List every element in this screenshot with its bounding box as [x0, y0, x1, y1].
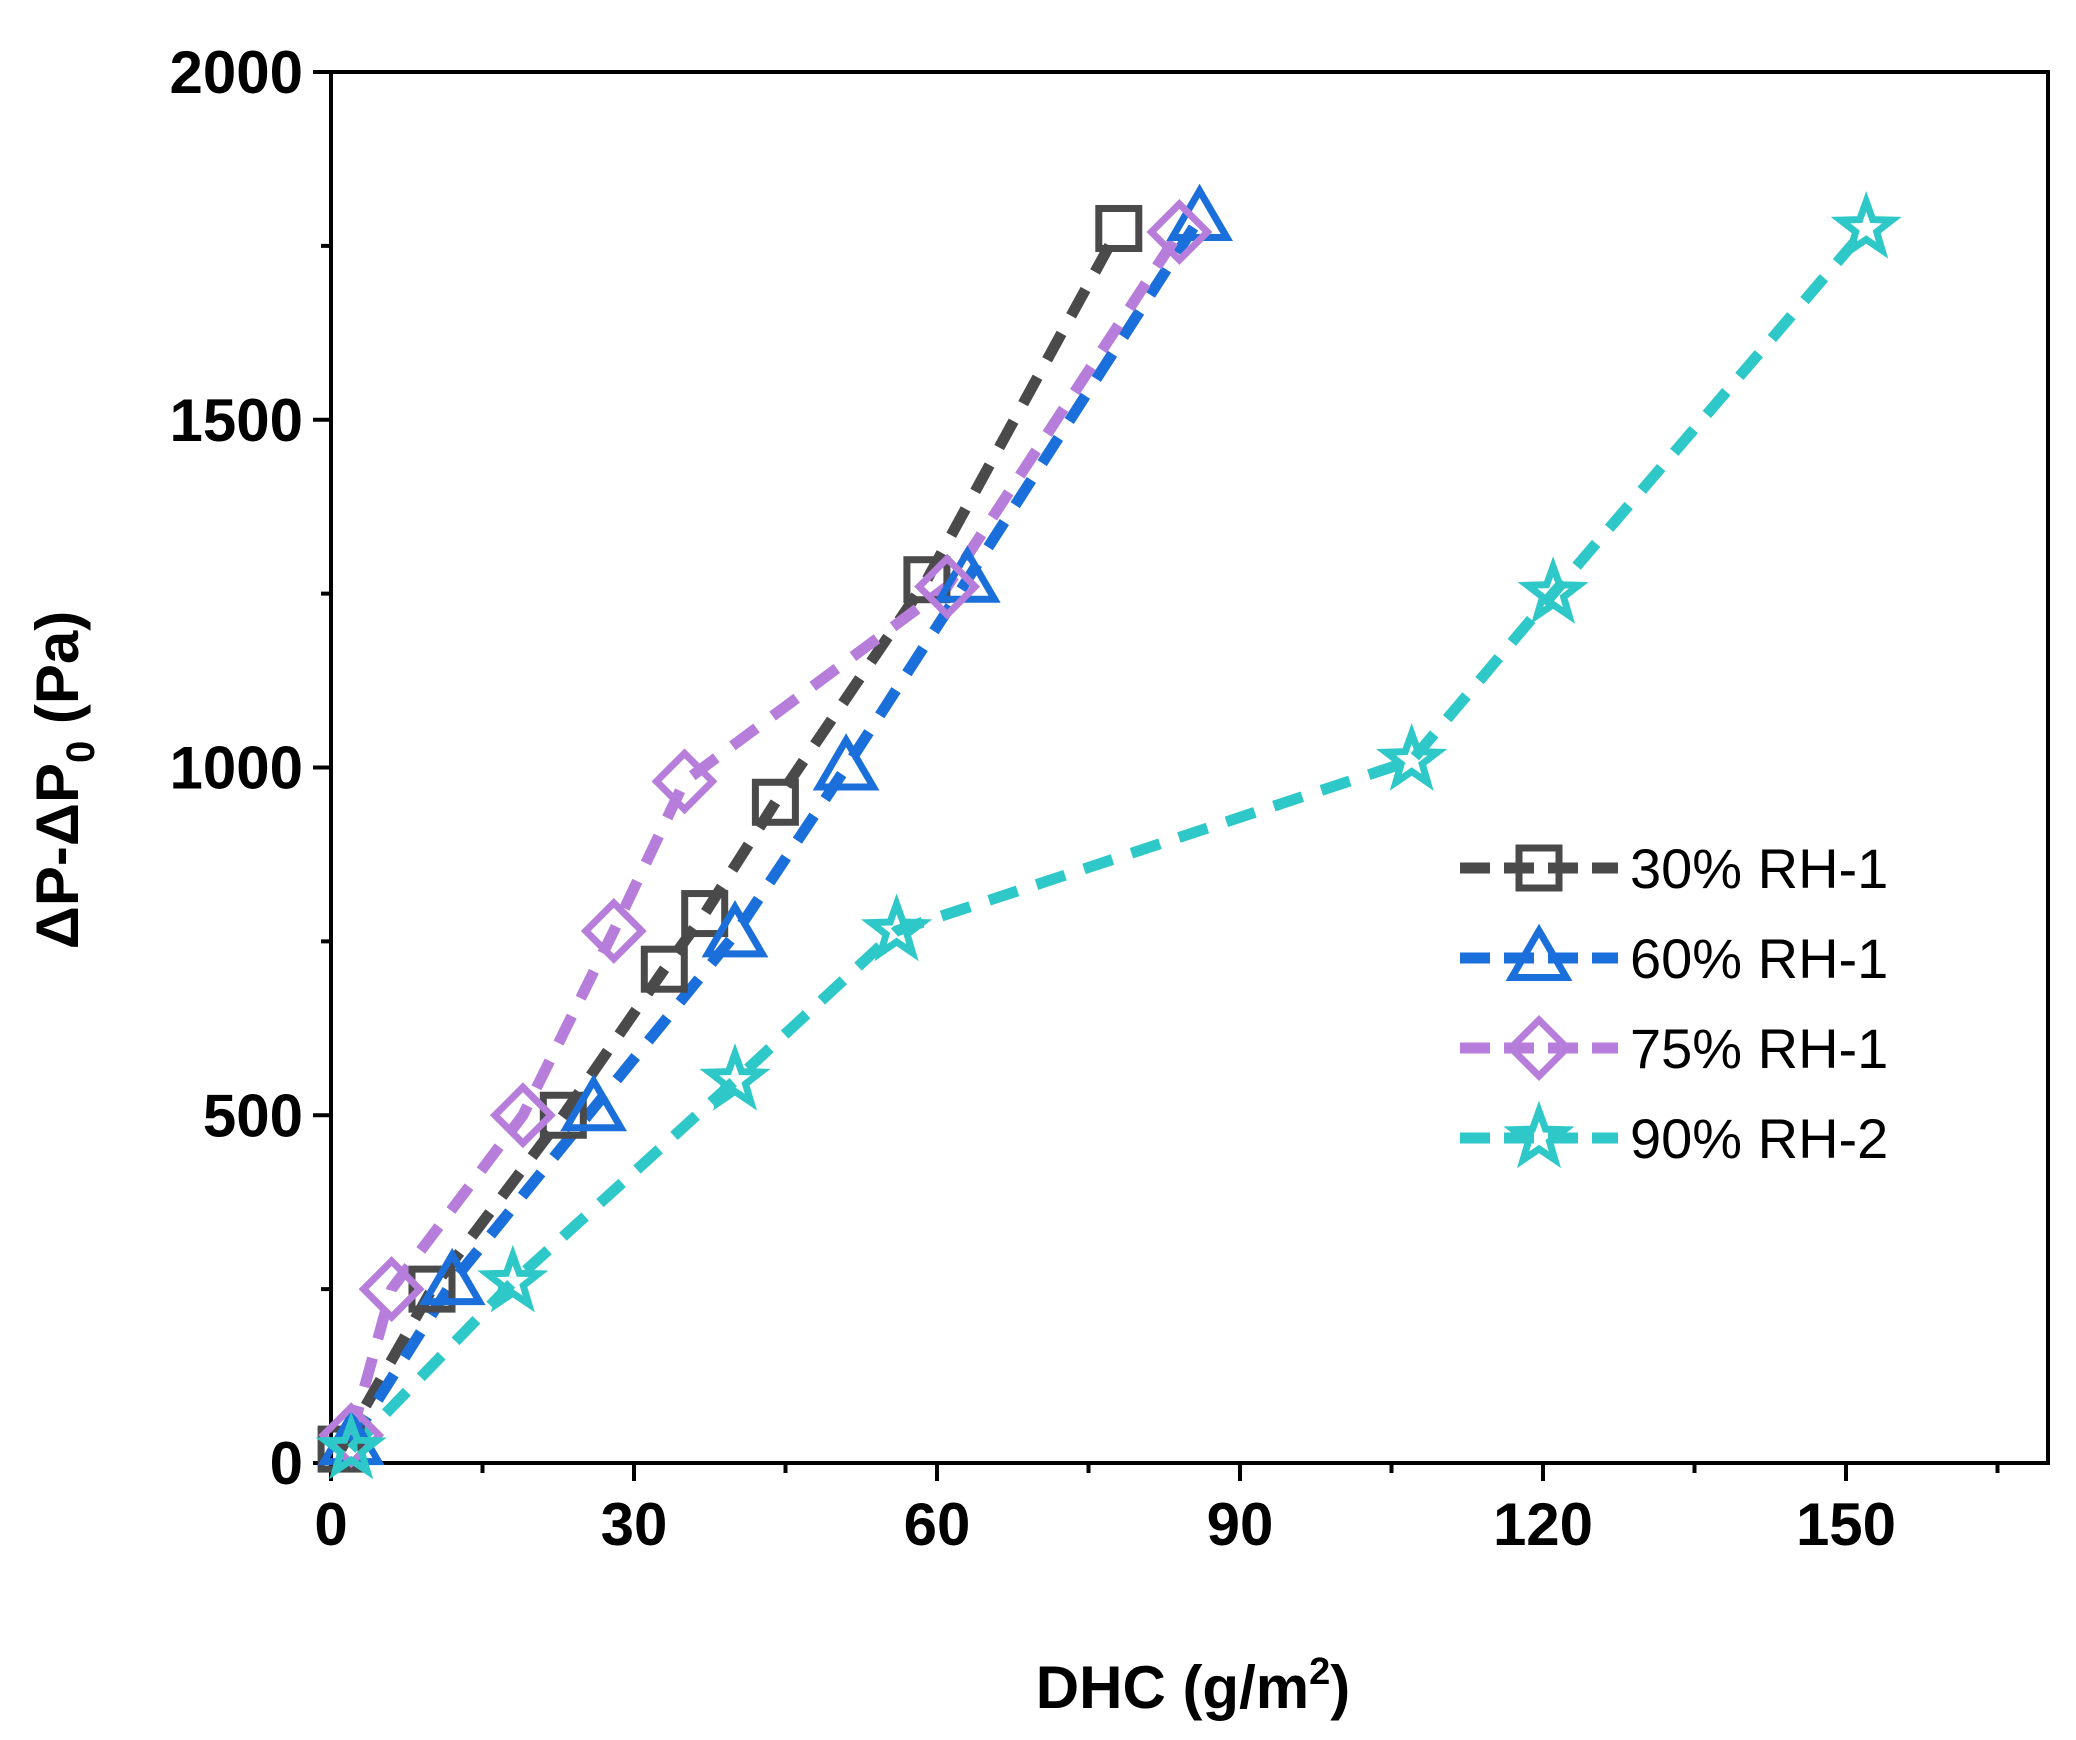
- legend-marker: [1515, 844, 1563, 892]
- x-tick-label: 30: [601, 1491, 668, 1558]
- y-tick-label: 1000: [170, 735, 303, 802]
- x-tick-label: 0: [314, 1491, 347, 1558]
- series-4-point: [861, 893, 933, 962]
- series-1-point: [408, 1265, 456, 1313]
- series-lines: [336, 215, 1871, 1453]
- legend-marker: [1506, 1015, 1572, 1081]
- legend-label: 90% RH-2: [1630, 1107, 1888, 1170]
- series-4-point: [477, 1244, 549, 1313]
- legend-label: 30% RH-1: [1630, 837, 1888, 900]
- series-1-point: [751, 778, 799, 826]
- series-line-4: [347, 224, 1871, 1453]
- series-4-point: [1830, 191, 1902, 259]
- series-3-point: [914, 553, 981, 620]
- x-axis-ticks: 0 30 60 90 120 150: [314, 1463, 2000, 1558]
- legend-marker: [1503, 1100, 1575, 1169]
- series-1-point: [681, 890, 729, 938]
- x-tick-label: 60: [904, 1491, 971, 1558]
- series-3-point: [1146, 199, 1213, 265]
- y-tick-label: 500: [203, 1082, 303, 1149]
- x-tick-label: 120: [1493, 1491, 1593, 1558]
- y-tick-label: 2000: [170, 39, 303, 106]
- series-1-point: [903, 556, 951, 604]
- x-tick-label: 90: [1207, 1491, 1274, 1558]
- series-2-point: [418, 1247, 486, 1306]
- series-1-point: [539, 1091, 587, 1139]
- x-tick-label: 150: [1796, 1491, 1896, 1558]
- series-4-point: [699, 1043, 771, 1111]
- series-4-point: [1376, 723, 1448, 791]
- series-2-point: [812, 733, 880, 791]
- series-2-point: [701, 900, 769, 958]
- y-axis-title: ΔP-ΔP0 (Pa): [24, 611, 103, 950]
- series-markers: [315, 183, 1902, 1480]
- series-4-point: [1517, 556, 1589, 624]
- series-4-point: [315, 1411, 387, 1480]
- plot-frame: [329, 70, 2050, 1465]
- x-axis-title: DHC (g/m2): [1036, 1651, 1350, 1721]
- series-3-point: [489, 1082, 556, 1149]
- y-tick-label: 0: [270, 1430, 303, 1497]
- y-axis-ticks: 0 500 1000 1500 2000: [170, 39, 331, 1497]
- series-2-point: [1166, 183, 1233, 242]
- plot-area-border: [329, 70, 2050, 1465]
- series-3-point: [651, 748, 718, 815]
- series-1-point: [640, 945, 688, 993]
- series-line-2: [346, 215, 1205, 1446]
- series-3-point: [580, 897, 647, 964]
- legend-marker: [1505, 923, 1573, 981]
- legend-label: 75% RH-1: [1630, 1017, 1888, 1080]
- series-2-point: [560, 1074, 627, 1132]
- legend-label: 60% RH-1: [1630, 927, 1888, 990]
- legend: 30% RH-1 60% RH-1 75% RH-1 90% RH-2: [1460, 837, 1888, 1170]
- y-tick-label: 1500: [170, 387, 303, 454]
- series-3-point: [358, 1256, 425, 1323]
- series-1-point: [1095, 204, 1143, 252]
